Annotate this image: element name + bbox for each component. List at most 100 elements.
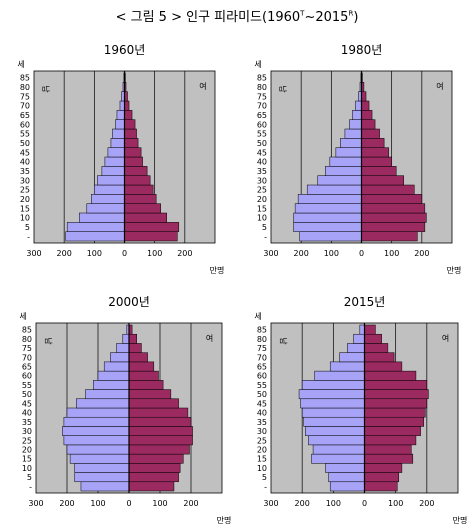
- bar-female-25-29: [364, 435, 417, 446]
- bar-female-70-74: [128, 352, 148, 363]
- chart-title: 2000년: [108, 295, 150, 309]
- age-tick-label: 10: [257, 214, 267, 223]
- bar-female-35-39: [361, 166, 397, 176]
- bar-female-10-14: [124, 212, 167, 223]
- bar-male-70-74: [355, 100, 362, 111]
- x-tick-label: 0: [362, 499, 367, 508]
- age-tick-label: 75: [257, 344, 267, 353]
- age-tick-label: 25: [257, 186, 267, 195]
- x-tick-label: 200: [183, 499, 198, 508]
- bar-male-65-69: [329, 361, 365, 372]
- bar-female-45-49: [364, 398, 428, 409]
- bar-female-65-69: [124, 110, 133, 120]
- bar-female-45-49: [124, 147, 142, 158]
- bar-male-5-9: [293, 222, 362, 232]
- age-tick-label: 40: [257, 158, 267, 167]
- bar-male-10-14: [325, 463, 365, 473]
- bar-male-35-39: [101, 166, 125, 176]
- bar-male-70-74: [119, 100, 125, 111]
- age-tick-label: 70: [257, 102, 267, 111]
- bar-female-35-39: [364, 416, 424, 427]
- bar-female-55-59: [364, 380, 428, 390]
- age-tick-label: 35: [22, 418, 32, 427]
- bar-female-70-74: [361, 100, 370, 111]
- y-unit-label: 세: [254, 60, 261, 69]
- age-tick-label: 70: [22, 353, 32, 362]
- age-tick-label: 35: [257, 418, 267, 427]
- bar-female-0-4: [124, 231, 178, 242]
- age-tick-label: 50: [257, 390, 267, 399]
- bar-male-30-34: [317, 175, 362, 186]
- age-tick-label: 80: [20, 83, 30, 92]
- bar-female-15-19: [361, 203, 426, 214]
- bar-male-35-39: [63, 416, 130, 427]
- bar-male-0-4: [299, 231, 362, 242]
- x-tick-label: 200: [294, 249, 309, 258]
- age-tick-label: 10: [257, 464, 267, 473]
- male-label: 남: [41, 85, 50, 93]
- bar-female-65-69: [128, 361, 155, 372]
- bar-female-45-49: [361, 147, 389, 158]
- y-unit-label: 세: [17, 60, 24, 69]
- bar-male-25-29: [94, 184, 125, 195]
- bar-male-75-79: [347, 343, 365, 353]
- bar-male-60-64: [314, 370, 365, 381]
- bar-male-0-4: [80, 481, 130, 492]
- bar-female-25-29: [361, 184, 415, 195]
- bar-female-20-24: [364, 444, 412, 455]
- x-tick-label: 200: [295, 499, 310, 508]
- bar-female-85+: [364, 324, 376, 335]
- bar-female-5-9: [128, 472, 179, 483]
- bar-male-45-49: [300, 398, 365, 409]
- bar-male-50-54: [340, 138, 362, 148]
- bar-male-10-14: [74, 463, 130, 473]
- bar-male-50-54: [298, 389, 365, 400]
- age-tick-label: 60: [22, 372, 32, 381]
- bar-female-70-74: [364, 352, 395, 363]
- age-tick-label: -: [264, 232, 267, 241]
- bar-female-0-4: [361, 231, 418, 242]
- age-tick-label: 55: [20, 130, 30, 139]
- bar-female-10-14: [361, 212, 427, 223]
- bar-male-85+: [359, 324, 365, 335]
- chart-title: 1960년: [104, 43, 146, 57]
- age-tick-label: 40: [257, 409, 267, 418]
- bar-male-40-44: [329, 156, 362, 167]
- bar-female-0-4: [364, 481, 398, 492]
- x-tick-label: 200: [419, 499, 434, 508]
- age-tick-label: 30: [20, 176, 30, 185]
- bar-male-80-84: [122, 333, 130, 344]
- age-tick-label: 55: [257, 381, 267, 390]
- age-tick-label: 75: [257, 92, 267, 101]
- bar-male-20-24: [66, 444, 130, 455]
- y-unit-label: 세: [254, 312, 261, 321]
- age-tick-label: 45: [257, 399, 267, 408]
- bar-male-65-69: [116, 110, 125, 120]
- age-tick-label: 20: [22, 446, 32, 455]
- bar-male-50-54: [110, 138, 125, 148]
- bar-female-5-9: [364, 472, 400, 483]
- bar-female-40-44: [124, 156, 143, 167]
- bar-female-10-14: [128, 463, 181, 473]
- bar-male-40-44: [301, 407, 365, 418]
- age-tick-label: 15: [20, 204, 30, 213]
- age-tick-label: 65: [257, 363, 267, 372]
- age-tick-label: 55: [22, 381, 32, 390]
- bar-female-40-44: [364, 407, 426, 418]
- age-tick-label: 80: [257, 83, 267, 92]
- age-tick-label: 70: [257, 353, 267, 362]
- age-tick-label: 60: [20, 120, 30, 129]
- x-tick-label: 100: [326, 499, 341, 508]
- bar-female-30-34: [361, 175, 404, 186]
- male-label: 남: [278, 337, 287, 345]
- age-tick-label: 10: [20, 214, 30, 223]
- age-tick-label: 60: [257, 120, 267, 129]
- x-tick-label: 0: [359, 249, 364, 258]
- age-tick-label: 50: [257, 139, 267, 148]
- x-tick-label: 0: [126, 499, 131, 508]
- bar-male-55-59: [112, 128, 125, 139]
- bar-female-55-59: [361, 128, 380, 139]
- age-tick-label: 40: [22, 409, 32, 418]
- bar-female-70-74: [124, 100, 130, 111]
- female-label: 여: [206, 333, 213, 343]
